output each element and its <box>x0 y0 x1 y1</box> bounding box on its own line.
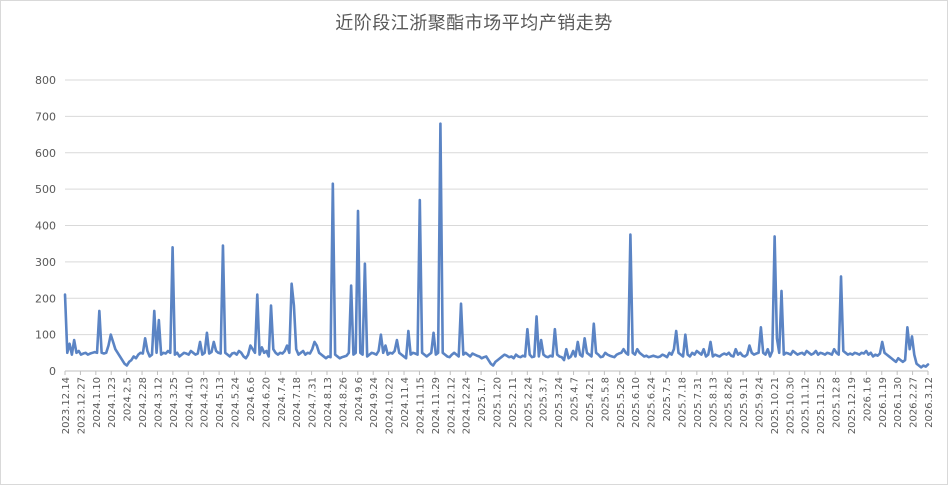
x-tick-label: 2024.6.20 <box>261 377 272 428</box>
x-tick-label: 2025.6.24 <box>647 377 658 428</box>
y-tick-label: 500 <box>35 183 56 196</box>
x-tick-label: 2024.8.13 <box>323 377 334 428</box>
x-tick-label: 2025.8.26 <box>724 377 735 428</box>
y-tick-label: 400 <box>35 220 56 233</box>
x-tick-label: 2025.1.20 <box>493 377 504 428</box>
x-tick-label: 2024.7.31 <box>308 377 319 428</box>
x-tick-label: 2024.3.12 <box>153 377 164 428</box>
x-tick-label: 2025.4.7 <box>570 377 581 422</box>
x-tick-label: 2024.11.15 <box>415 377 426 434</box>
x-tick-label: 2026.3.12 <box>924 377 935 428</box>
x-tick-label: 2024.8.26 <box>338 377 349 428</box>
x-tick-label: 2024.11.29 <box>431 377 442 434</box>
x-tick-label: 2025.1.7 <box>477 377 488 422</box>
x-tick-label: 2025.5.8 <box>600 377 611 422</box>
y-tick-label: 300 <box>35 256 56 269</box>
x-tick-label: 2024.1.23 <box>107 377 118 428</box>
y-tick-label: 200 <box>35 292 56 305</box>
x-tick-label: 2026.1.30 <box>893 377 904 428</box>
y-tick-label: 700 <box>35 110 56 123</box>
x-tick-label: 2026.1.6 <box>862 377 873 422</box>
x-tick-label: 2024.12.24 <box>462 377 473 434</box>
x-tick-label: 2025.12.19 <box>847 377 858 434</box>
x-tick-label: 2024.12.12 <box>446 377 457 434</box>
x-tick-label: 2024.5.24 <box>231 377 242 428</box>
x-tick-label: 2026.2.27 <box>909 377 920 428</box>
x-tick-label: 2026.1.19 <box>878 377 889 428</box>
x-tick-label: 2024.2.28 <box>138 377 149 428</box>
x-tick-label: 2025.12.8 <box>832 377 843 428</box>
series-line <box>63 122 930 369</box>
x-tick-label: 2025.7.31 <box>693 377 704 428</box>
x-tick-label: 2025.2.24 <box>523 377 534 428</box>
x-tick-label: 2025.6.10 <box>631 377 642 428</box>
x-tick-label: 2024.6.6 <box>246 377 257 422</box>
gridlines <box>65 79 928 372</box>
x-tick-label: 2023.12.27 <box>76 377 87 434</box>
x-tick-label: 2024.7.4 <box>277 377 288 422</box>
x-tick-label: 2024.9.6 <box>354 377 365 422</box>
x-tick-label: 2025.3.24 <box>554 377 565 428</box>
x-tick-label: 2025.10.30 <box>785 377 796 434</box>
y-tick-label: 600 <box>35 147 56 160</box>
x-tick-label: 2024.11.4 <box>400 377 411 428</box>
x-tick-label: 2025.8.13 <box>708 377 719 428</box>
x-tick-label: 2024.2.5 <box>123 377 134 422</box>
y-tick-label: 0 <box>49 365 56 378</box>
x-tick-label: 2025.9.24 <box>754 377 765 428</box>
plot-area <box>63 122 930 369</box>
x-tick-label: 2024.3.25 <box>169 377 180 428</box>
x-tick-label: 2025.7.5 <box>662 377 673 422</box>
x-axis: 2023.12.14 2023.12.27 2024.1.10 2024.1.23 20… <box>61 371 935 434</box>
x-tick-label: 2025.4.21 <box>585 377 596 428</box>
x-tick-label: 2024.10.22 <box>385 377 396 434</box>
x-tick-label: 2025.9.11 <box>739 377 750 428</box>
x-tick-label: 2025.11.12 <box>801 377 812 434</box>
y-tick-label: 100 <box>35 329 56 342</box>
y-tick-label: 800 <box>35 74 56 87</box>
x-tick-label: 2024.1.10 <box>92 377 103 428</box>
x-tick-label: 2025.2.11 <box>508 377 519 428</box>
x-tick-label: 2024.7.18 <box>292 377 303 428</box>
x-tick-label: 2025.10.21 <box>770 377 781 434</box>
y-axis: 0 100 200 300 400 500 600 700 800 <box>35 74 56 378</box>
chart-title: 近阶段江浙聚酯市场平均产销走势 <box>335 13 613 34</box>
x-tick-label: 2025.11.25 <box>816 377 827 434</box>
x-tick-label: 2023.12.14 <box>61 377 72 434</box>
x-tick-label: 2025.5.26 <box>616 377 627 428</box>
x-tick-label: 2025.7.18 <box>677 377 688 428</box>
x-tick-label: 2024.9.24 <box>369 377 380 428</box>
x-tick-label: 2024.4.23 <box>200 377 211 428</box>
x-tick-label: 2024.4.10 <box>184 377 195 428</box>
x-tick-label: 2024.5.13 <box>215 377 226 428</box>
x-tick-label: 2025.3.7 <box>539 377 550 422</box>
